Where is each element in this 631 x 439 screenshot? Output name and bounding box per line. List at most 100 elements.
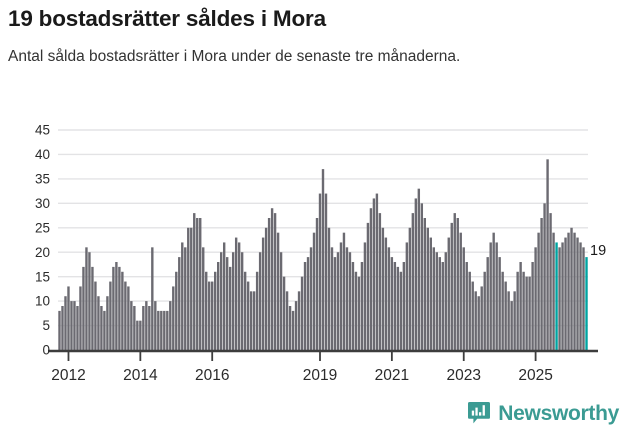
y-tick-label: 20 [35,245,50,260]
bar [471,281,474,350]
bar [540,218,543,350]
bar [79,286,82,350]
bar [498,257,501,350]
bar [76,306,79,350]
bar [573,232,576,350]
bar [67,286,70,350]
chart-footer: Newsworthy [0,399,631,433]
bar [579,242,582,350]
bar [58,310,61,350]
bar [303,262,307,350]
bar [378,213,382,350]
bar [561,242,564,350]
bar [399,271,403,350]
x-tick-label: 2023 [446,367,480,384]
bar [133,306,136,350]
y-tick-label: 10 [35,294,50,309]
bar [261,237,265,350]
bar [324,193,328,350]
bar [222,242,226,350]
bar [309,247,313,350]
bar [330,247,334,350]
bar [492,232,495,350]
bar [387,247,391,350]
bar [423,218,427,350]
bar [94,281,97,350]
bar [375,193,379,350]
bar [88,252,91,350]
bar [219,252,223,350]
bar [166,310,169,350]
bar [402,262,406,350]
bar [97,296,100,350]
bar [552,232,555,350]
bar [285,291,289,350]
bar [258,252,262,350]
bar [342,232,346,350]
bar [336,252,340,350]
bar [288,306,292,350]
bar [396,266,400,350]
y-axis-labels: 0 5 10 15 20 25 30 35 40 45 [35,123,50,358]
bar [369,208,373,350]
bar [462,247,465,350]
bar [366,222,370,350]
bar [181,242,184,350]
bar [199,218,202,350]
bar [217,262,220,350]
bar [582,247,585,350]
bar [360,262,364,350]
bar [570,227,573,350]
bar [136,320,139,350]
bar [357,276,361,350]
bar [91,266,94,350]
bar [327,227,331,350]
bar [429,237,432,350]
bar [441,262,444,350]
bar [456,218,459,350]
highlight-value-label: 19 [590,243,606,259]
bar [112,266,115,350]
bar [435,252,438,350]
bar [510,301,513,350]
bar [534,247,537,350]
bar [537,232,540,350]
bar [501,271,504,350]
bar [214,271,217,350]
bar [417,188,421,350]
y-tick-label: 30 [35,196,50,211]
bar [276,232,280,350]
bar [106,296,109,350]
bar [211,281,214,350]
newsworthy-logo[interactable]: Newsworthy [467,401,619,425]
x-tick-label: 2016 [195,367,229,384]
bar [438,257,441,350]
bar [576,237,579,350]
bar [291,310,295,350]
bar [432,247,435,350]
bar-highlighted [585,257,588,350]
bar [234,237,238,350]
bar [160,310,163,350]
bar [225,257,229,350]
bar [468,271,471,350]
bar [130,301,133,350]
bar [333,257,337,350]
bar [228,266,232,350]
bar [384,237,388,350]
bar [145,301,148,350]
bar [453,213,456,350]
bar [321,169,325,350]
bar [73,301,76,350]
y-tick-label: 5 [42,318,50,333]
bar [531,262,534,350]
bar [154,301,157,350]
bar [525,276,528,350]
bar [70,301,73,350]
bar [426,227,429,350]
bar [205,271,208,350]
bar [393,262,397,350]
bar [312,232,316,350]
